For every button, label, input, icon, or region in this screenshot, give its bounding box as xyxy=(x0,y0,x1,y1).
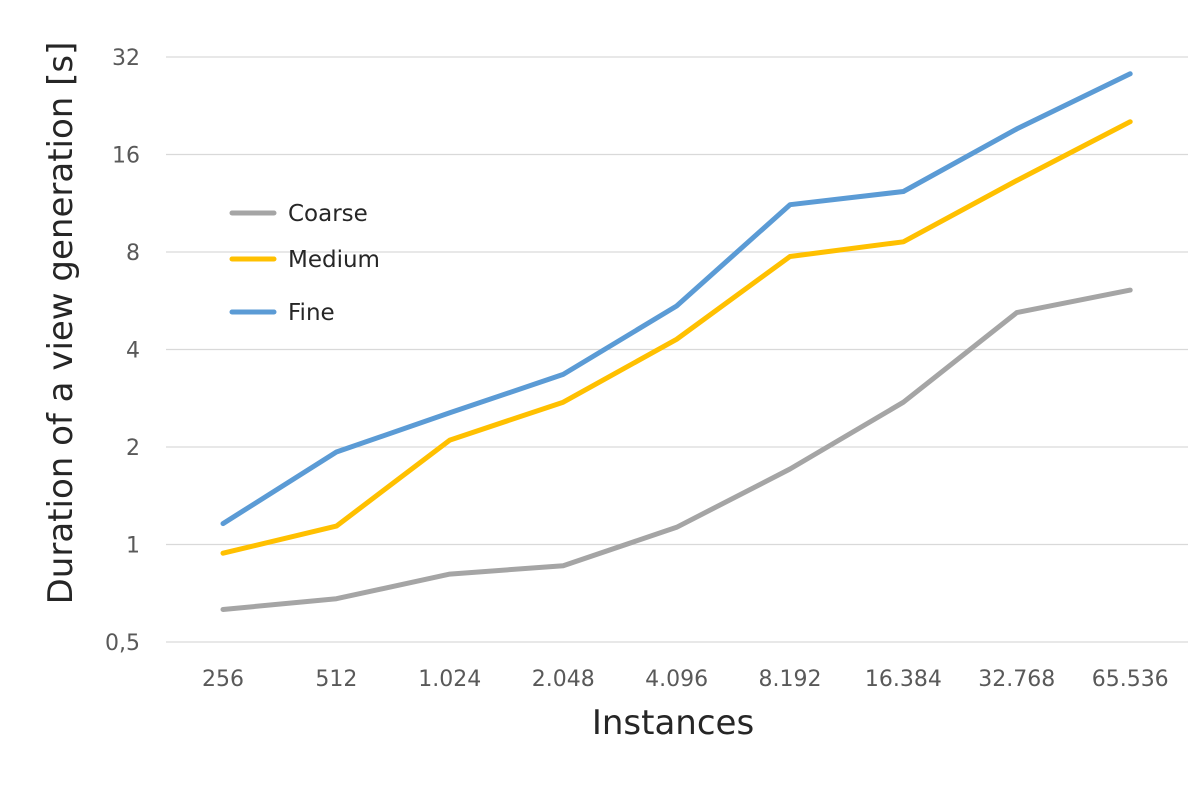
series-lines xyxy=(220,71,1133,612)
y-axis-title: Duration of a view generation [s] xyxy=(41,42,81,605)
y-tick-label: 4 xyxy=(126,339,140,364)
y-tick-label: 2 xyxy=(126,436,140,461)
y-tick-label: 16 xyxy=(112,144,140,169)
y-tick-label: 0,5 xyxy=(105,631,140,656)
x-tick-label: 512 xyxy=(315,667,357,692)
gridlines xyxy=(166,56,1188,643)
y-tick-label: 32 xyxy=(112,46,140,71)
x-tick-label: 2.048 xyxy=(532,667,595,692)
series-line-coarse xyxy=(220,287,1133,612)
x-tick-label: 256 xyxy=(202,667,244,692)
legend-label-fine: Fine xyxy=(288,300,335,326)
legend-label-medium: Medium xyxy=(288,247,380,273)
x-tick-label: 4.096 xyxy=(645,667,708,692)
x-tick-label: 8.192 xyxy=(759,667,822,692)
y-tick-label: 1 xyxy=(126,534,140,559)
legend: Coarse Medium Fine xyxy=(229,201,380,326)
x-tick-label: 32.768 xyxy=(978,667,1055,692)
x-tick-label: 65.536 xyxy=(1092,667,1169,692)
x-axis-ticks: 256 512 1.024 2.048 4.096 8.192 16.384 32.768 65… xyxy=(202,667,1169,692)
x-tick-label: 1.024 xyxy=(418,667,481,692)
y-tick-label: 8 xyxy=(126,241,140,266)
x-axis-title: Instances xyxy=(592,703,754,743)
y-axis-ticks: 0,5 1 2 4 8 16 32 xyxy=(105,46,140,656)
legend-label-coarse: Coarse xyxy=(288,201,368,227)
x-tick-label: 16.384 xyxy=(865,667,942,692)
series-line-fine xyxy=(220,71,1133,527)
series-line-medium xyxy=(220,119,1133,556)
